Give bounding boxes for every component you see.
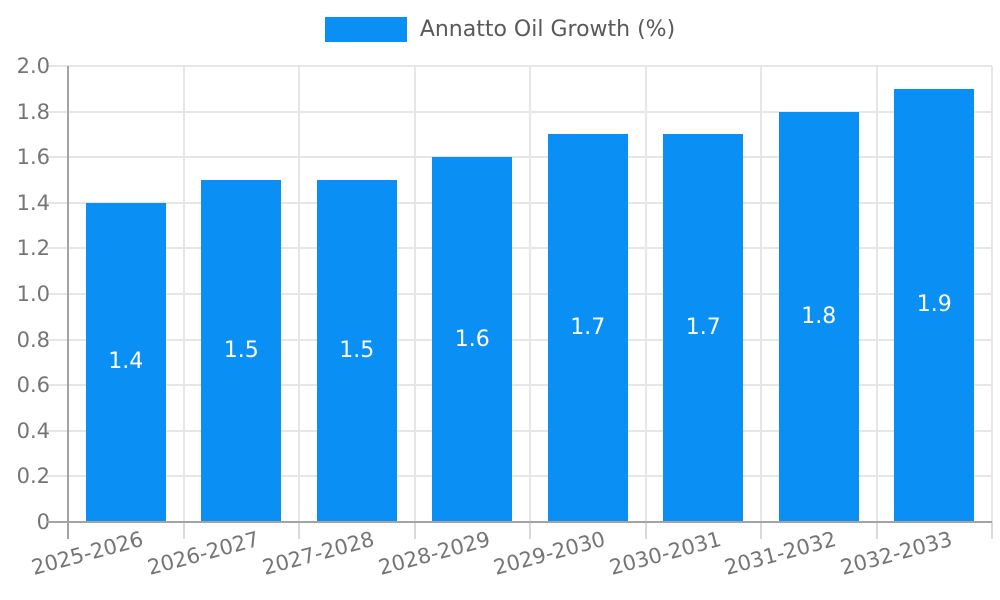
y-tick-mark <box>47 475 68 478</box>
y-axis-tick-label: 1.4 <box>16 190 50 215</box>
bar <box>85 202 166 522</box>
x-axis-tick-label: 2031-2032 <box>722 527 839 580</box>
legend-series-label: Annatto Oil Growth (%) <box>419 17 676 42</box>
x-boundary-gridline <box>644 66 647 522</box>
y-tick-mark <box>47 156 68 159</box>
y-tick-mark <box>47 293 68 295</box>
y-axis-tick-label: 1.8 <box>16 99 50 124</box>
x-axis-tick-label: 2026-2027 <box>144 527 262 580</box>
bar-value-label: 1.8 <box>801 303 837 329</box>
x-axis-tick-label: 2027-2028 <box>260 527 377 580</box>
y-tick-mark <box>47 65 68 67</box>
y-axis-tick-label: 0.8 <box>16 327 50 352</box>
bar <box>663 134 744 522</box>
bar-value-label: 1.7 <box>685 315 721 341</box>
y-axis-tick-label: 0.6 <box>16 373 50 398</box>
x-axis-tick-label: 2032-2033 <box>837 527 955 580</box>
x-boundary-gridline <box>760 66 762 522</box>
y-axis-tick-label: 0.2 <box>16 464 50 489</box>
bar <box>778 111 859 522</box>
legend-color-swatch <box>324 17 407 42</box>
x-boundary-gridline <box>529 66 531 522</box>
x-axis-tick-label: 2029-2030 <box>491 527 608 580</box>
x-tick-mark <box>413 522 416 539</box>
y-axis-tick-label: 0.4 <box>16 418 50 443</box>
x-axis-tick-label: 2028-2029 <box>375 527 493 580</box>
x-tick-mark <box>298 522 300 539</box>
x-tick-mark <box>182 522 185 539</box>
x-boundary-gridline <box>413 66 416 522</box>
chart-legend[interactable]: Annatto Oil Growth (%) <box>0 17 1000 42</box>
y-tick-mark <box>47 201 68 204</box>
x-tick-mark <box>644 522 647 539</box>
y-axis-tick-label: 1.2 <box>16 236 50 261</box>
bar-value-label: 1.6 <box>454 326 490 352</box>
x-axis-tick-label: 2030-2031 <box>606 527 724 580</box>
y-axis-tick-label: 0 <box>36 510 50 534</box>
y-tick-mark <box>47 338 68 341</box>
bar <box>894 88 975 522</box>
bar-value-label: 1.5 <box>339 338 375 363</box>
x-tick-mark <box>529 522 531 539</box>
bar <box>547 134 628 522</box>
x-boundary-gridline <box>875 66 878 522</box>
y-tick-mark <box>47 384 68 387</box>
y-axis-tick-label: 2.0 <box>16 54 50 78</box>
x-tick-mark <box>760 522 762 539</box>
y-axis-tick-label: 1.0 <box>16 282 50 306</box>
x-boundary-gridline <box>182 66 185 522</box>
y-axis-line <box>67 66 69 539</box>
x-boundary-gridline <box>298 66 300 522</box>
bar-value-label: 1.4 <box>108 349 144 375</box>
bar <box>316 180 397 522</box>
bar <box>201 180 282 522</box>
x-axis-line <box>47 521 992 523</box>
y-axis-tick-label: 1.6 <box>16 145 50 170</box>
x-tick-mark <box>991 522 993 539</box>
bar <box>432 157 513 522</box>
bar-value-label: 1.5 <box>223 338 259 363</box>
y-tick-mark <box>47 247 68 250</box>
x-boundary-gridline <box>991 66 993 522</box>
y-tick-mark <box>47 429 68 432</box>
x-tick-mark <box>875 522 878 539</box>
y-tick-mark <box>47 110 68 113</box>
bar-value-label: 1.7 <box>570 315 606 341</box>
bar-value-label: 1.9 <box>916 292 952 318</box>
